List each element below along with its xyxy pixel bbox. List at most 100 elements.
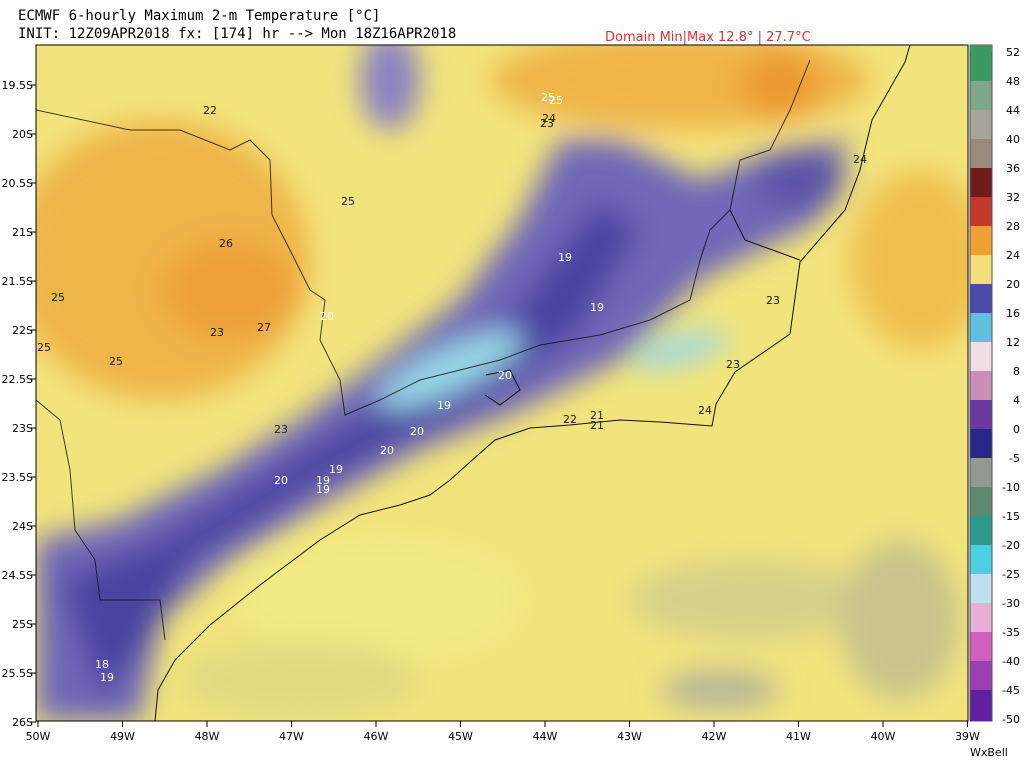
lat-label: 19.5S	[2, 79, 33, 92]
colorbar-segment	[970, 545, 992, 575]
point-label: 25	[109, 355, 123, 368]
point-label: 21	[590, 419, 604, 432]
lon-label: 43W	[617, 730, 642, 743]
point-label: 24	[542, 112, 556, 125]
colorbar-label: 32	[1006, 191, 1020, 204]
colorbar-label: -30	[1002, 597, 1020, 610]
colorbar-segment	[970, 226, 992, 256]
colorbar-segment	[970, 139, 992, 169]
colorbar-segment	[970, 342, 992, 372]
colorbar-cap	[970, 719, 992, 721]
lat-label: 24S	[12, 520, 33, 533]
colorbar-segment	[970, 255, 992, 285]
point-label: 20	[410, 425, 424, 438]
colorbar-segment	[970, 168, 992, 198]
lat-label: 21S	[12, 226, 33, 239]
point-label: 26	[219, 237, 233, 250]
point-label: 19	[590, 301, 604, 314]
lon-label: 42W	[702, 730, 727, 743]
point-label: 18	[95, 658, 109, 671]
colorbar-label: -45	[1002, 684, 1020, 697]
colorbar-label: 52	[1006, 46, 1020, 59]
lat-label: 25S	[12, 618, 33, 631]
colorbar-segment	[970, 52, 992, 82]
lon-label: 47W	[279, 730, 304, 743]
lon-label: 41W	[786, 730, 811, 743]
point-label: 24	[698, 404, 712, 417]
colorbar-label: -25	[1002, 568, 1020, 581]
colorbar-label: 16	[1006, 307, 1020, 320]
colorbar-segment	[970, 284, 992, 314]
point-label: 19	[316, 483, 330, 496]
point-label: 19	[100, 671, 114, 684]
colorbar-label: -35	[1002, 626, 1020, 639]
colorbar-label: 20	[1006, 278, 1020, 291]
lat-label: 20.5S	[2, 177, 33, 190]
lon-label: 40W	[871, 730, 896, 743]
lat-label: 23.5S	[2, 471, 33, 484]
point-label: 20	[320, 310, 334, 323]
lon-label: 49W	[110, 730, 135, 743]
lat-label: 21.5S	[2, 275, 33, 288]
colorbar-segment	[970, 400, 992, 430]
map-frame	[35, 44, 969, 722]
colorbar-label: -40	[1002, 655, 1020, 668]
colorbar-label: -10	[1002, 481, 1020, 494]
colorbar-label: 44	[1006, 104, 1020, 117]
lat-label: 22S	[12, 324, 33, 337]
temperature-field	[36, 45, 968, 721]
colorbar-segment	[970, 313, 992, 343]
point-label: 25	[51, 291, 65, 304]
lon-label: 44W	[533, 730, 558, 743]
point-label: 20	[498, 369, 512, 382]
colorbar-segment	[970, 81, 992, 111]
point-label: 22	[563, 413, 577, 426]
colorbar-label: 36	[1006, 162, 1020, 175]
colorbar-segment	[970, 516, 992, 546]
colorbar-segment	[970, 110, 992, 140]
lon-label: 39W	[955, 730, 980, 743]
lon-label: 46W	[364, 730, 389, 743]
lon-label: 50W	[26, 730, 51, 743]
point-label: 21	[590, 409, 604, 422]
point-label: 23	[540, 117, 554, 130]
point-label: 27	[257, 321, 271, 334]
point-label: 20	[274, 474, 288, 487]
colorbar-label: 12	[1006, 336, 1020, 349]
point-label: 19	[329, 463, 343, 476]
lat-label: 25.5S	[2, 667, 33, 680]
point-label: 25	[549, 94, 563, 107]
point-label: 25	[541, 91, 555, 104]
colorbar-label: 0	[1013, 423, 1020, 436]
colorbar-cap	[970, 45, 992, 52]
lat-label: 20S	[12, 128, 33, 141]
colorbar-segment	[970, 458, 992, 488]
lon-label: 45W	[448, 730, 473, 743]
brand: WxBell	[970, 746, 1008, 759]
colorbar-segment	[970, 632, 992, 662]
colorbar-label: 40	[1006, 133, 1020, 146]
point-label: 20	[380, 444, 394, 457]
colorbar-label: -5	[1009, 452, 1020, 465]
point-label: 23	[766, 294, 780, 307]
point-label: 25	[37, 341, 51, 354]
lat-label: 22.5S	[2, 373, 33, 386]
colorbar-segment	[970, 690, 992, 720]
colorbar-label: -15	[1002, 510, 1020, 523]
colorbar-label: 24	[1006, 249, 1020, 262]
lat-label: 23S	[12, 422, 33, 435]
colorbar-segment	[970, 197, 992, 227]
colorbar-label: 28	[1006, 220, 1020, 233]
colorbar-segment	[970, 429, 992, 459]
colorbar-label: -50	[1002, 713, 1020, 726]
coastline	[36, 45, 911, 721]
point-label: 19	[437, 399, 451, 412]
init-line: INIT: 12Z09APR2018 fx: [174] hr --> Mon …	[18, 26, 456, 42]
colorbar-label: 4	[1013, 394, 1020, 407]
colorbar-segment	[970, 371, 992, 401]
lat-label: 26S	[12, 716, 33, 729]
domain-range: Domain Min|Max 12.8° | 27.7°C	[605, 30, 811, 45]
point-label: 22	[203, 104, 217, 117]
colorbar-label: 48	[1006, 75, 1020, 88]
